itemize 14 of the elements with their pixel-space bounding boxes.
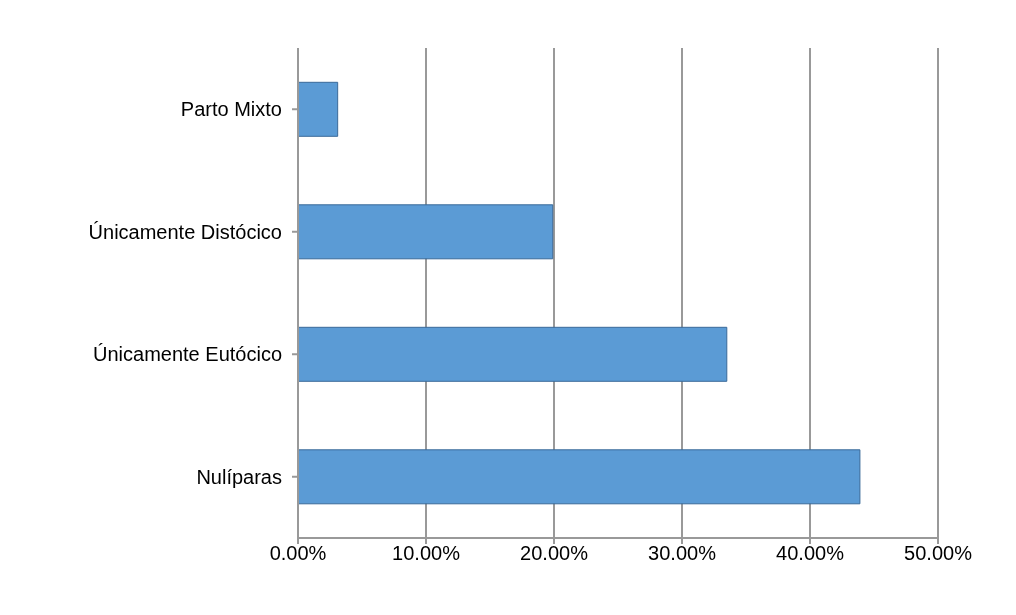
y-tick-label: Parto Mixto [180, 98, 282, 121]
bar [298, 81, 339, 137]
bar [298, 326, 728, 382]
x-tick-label: 30.00% [648, 542, 717, 565]
y-tick-label: Nulíparas [196, 465, 282, 488]
bar [298, 449, 861, 505]
bar [298, 204, 554, 260]
x-tick-label: 20.00% [520, 542, 589, 565]
x-tick-label: 0.00% [269, 542, 327, 565]
y-tick-label: Únicamente Distócico [88, 220, 282, 243]
x-tick-label: 40.00% [776, 542, 845, 565]
x-tick-label: 50.00% [904, 542, 973, 565]
x-tick-label: 10.00% [392, 542, 461, 565]
y-tick-label: Únicamente Eutócico [93, 343, 282, 366]
